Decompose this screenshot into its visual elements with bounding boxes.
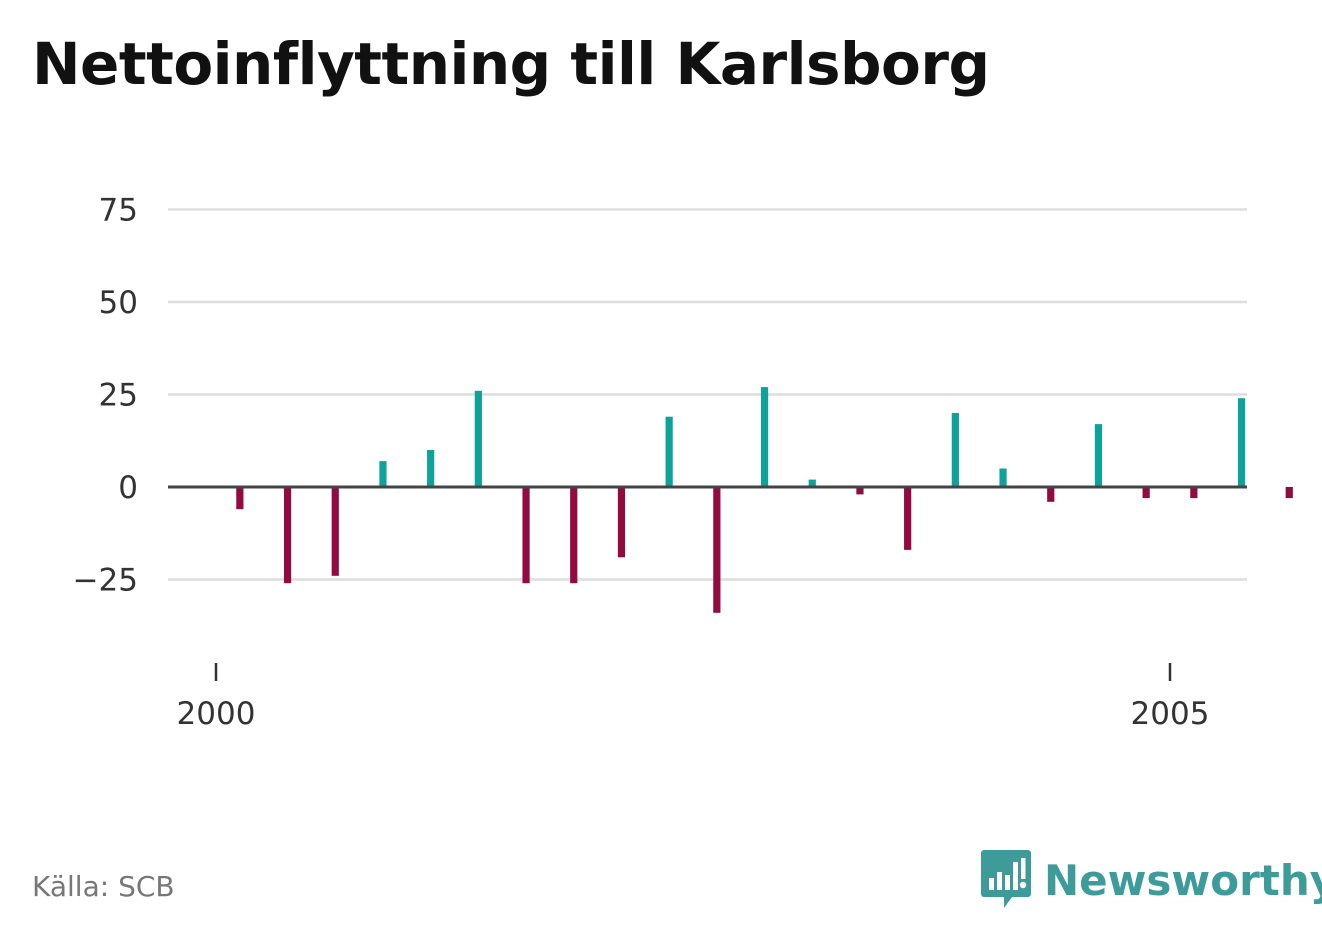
y-tick-label: −25 [73,563,138,599]
bar [570,487,578,584]
bar [760,387,769,487]
bar [713,487,721,613]
bar [665,416,673,487]
x-tick-label: 2000 [177,696,256,732]
brand-logo[interactable]: Newsworthy [980,848,1322,912]
y-tick-label: 25 [99,378,138,414]
bar [236,487,244,510]
x-tick-label: 2005 [1131,696,1210,732]
grid-lines [168,208,1247,581]
y-tick-label: 75 [99,193,138,229]
y-tick-label: 50 [99,285,138,321]
bar [904,487,912,550]
y-axis-ticks: 75 50 25 0 −25 [73,193,138,599]
source-note: Källa: SCB [32,870,175,903]
bar [999,468,1007,487]
bar [617,487,626,558]
bar [1285,487,1293,499]
bar [1190,487,1198,499]
bar [951,413,959,487]
bar-series [236,387,1293,613]
y-tick-label: 0 [118,470,138,506]
bar [856,487,864,495]
bar [331,487,339,576]
bar [808,479,816,487]
x-axis-ticks: 200020052010201520202025 [177,663,1210,732]
bar [1047,487,1055,502]
brand-name: Newsworthy [1044,855,1322,905]
chart-title: Nettoinflyttning till Karlsborg [32,30,990,98]
bar [1094,424,1103,487]
newsworthy-logo-icon [981,850,1031,908]
bar [283,487,292,584]
bar [474,390,482,487]
bar [427,450,435,487]
bar [1142,487,1150,499]
bar [379,461,387,487]
bar [1237,398,1246,487]
bar [522,487,530,584]
